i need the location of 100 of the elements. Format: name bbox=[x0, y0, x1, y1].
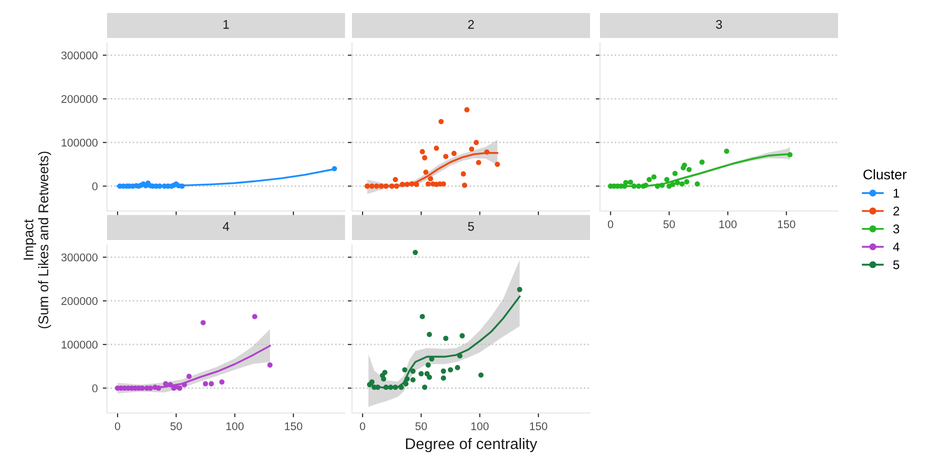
x-tick-label: 150 bbox=[778, 220, 796, 228]
x-tick-label: 150 bbox=[284, 422, 302, 430]
point bbox=[679, 181, 685, 187]
point bbox=[369, 379, 375, 385]
x-tick-label: 100 bbox=[226, 422, 244, 430]
point bbox=[392, 384, 398, 390]
point bbox=[426, 362, 431, 368]
point bbox=[410, 368, 416, 374]
chart-title: 5 bbox=[468, 222, 474, 231]
point bbox=[484, 149, 490, 155]
point bbox=[423, 170, 428, 175]
point bbox=[628, 180, 634, 185]
point bbox=[403, 381, 409, 386]
point bbox=[660, 182, 665, 188]
chart-title: 1 bbox=[223, 20, 229, 29]
x-tick-label: 50 bbox=[663, 220, 675, 228]
point bbox=[364, 184, 370, 189]
x-tick-label: 0 bbox=[608, 220, 614, 228]
chart-title: 2 bbox=[468, 20, 474, 29]
legend-label: 3 bbox=[893, 224, 900, 234]
point bbox=[412, 250, 418, 256]
point bbox=[494, 162, 500, 167]
y-tick-label: 300000 bbox=[61, 253, 98, 262]
point bbox=[369, 184, 375, 189]
point bbox=[156, 386, 162, 391]
point bbox=[440, 375, 446, 381]
point bbox=[686, 166, 692, 172]
point bbox=[699, 160, 705, 165]
point bbox=[392, 176, 398, 182]
point bbox=[177, 386, 182, 391]
y-axis-title: Impact (Sum of Likes and Retweets) bbox=[24, 152, 52, 328]
point bbox=[443, 336, 448, 341]
point bbox=[382, 370, 388, 376]
y-tick-label: 200000 bbox=[61, 95, 98, 103]
point bbox=[208, 381, 214, 386]
point bbox=[517, 286, 522, 292]
point bbox=[460, 171, 466, 177]
point bbox=[457, 353, 462, 358]
point bbox=[163, 381, 168, 386]
point bbox=[414, 182, 420, 187]
point bbox=[374, 184, 380, 189]
point bbox=[332, 166, 338, 172]
point bbox=[422, 155, 428, 160]
point bbox=[694, 181, 700, 187]
point bbox=[383, 184, 389, 189]
x-tick-label: 100 bbox=[471, 422, 489, 430]
point bbox=[787, 152, 793, 158]
point bbox=[670, 182, 676, 187]
y-tick-label: 0 bbox=[92, 384, 98, 392]
point bbox=[651, 174, 657, 180]
point bbox=[636, 184, 642, 189]
point bbox=[182, 382, 187, 388]
point bbox=[682, 162, 688, 168]
point bbox=[409, 181, 414, 187]
point bbox=[426, 332, 432, 338]
legend-title: Cluster bbox=[863, 169, 907, 180]
point bbox=[400, 182, 406, 187]
point bbox=[664, 176, 670, 182]
point bbox=[422, 384, 428, 390]
point bbox=[410, 377, 416, 382]
point bbox=[438, 118, 444, 124]
y-tick-label: 0 bbox=[92, 182, 98, 190]
point bbox=[219, 379, 224, 385]
point bbox=[462, 182, 468, 188]
x-tick-label: 50 bbox=[415, 422, 427, 430]
point bbox=[404, 182, 410, 187]
point bbox=[402, 367, 408, 372]
y-tick-label: 200000 bbox=[61, 297, 98, 305]
point bbox=[643, 182, 648, 188]
chart-title: 4 bbox=[222, 222, 230, 231]
x-axis-title: Degree of centrality bbox=[406, 438, 538, 452]
point bbox=[428, 176, 434, 182]
point bbox=[674, 180, 680, 186]
point bbox=[451, 150, 457, 156]
point bbox=[378, 184, 384, 189]
point bbox=[200, 320, 206, 326]
legend-label: 5 bbox=[893, 260, 900, 270]
x-tick-label: 0 bbox=[360, 422, 366, 430]
point bbox=[724, 148, 730, 154]
point bbox=[460, 333, 465, 338]
point bbox=[464, 107, 470, 112]
x-tick-label: 100 bbox=[719, 220, 737, 228]
point bbox=[448, 367, 454, 372]
point bbox=[398, 384, 404, 390]
point bbox=[478, 372, 484, 378]
point bbox=[631, 184, 637, 189]
legend-label: 1 bbox=[894, 188, 900, 198]
point bbox=[389, 184, 394, 189]
point bbox=[388, 384, 394, 390]
legend-label: 2 bbox=[893, 206, 900, 216]
point bbox=[404, 376, 410, 382]
point bbox=[623, 180, 628, 186]
point bbox=[420, 314, 425, 320]
point bbox=[252, 314, 258, 320]
point bbox=[381, 376, 386, 382]
y-tick-label: 100000 bbox=[62, 340, 98, 349]
legend-label: 4 bbox=[893, 242, 900, 252]
point bbox=[440, 368, 446, 374]
point bbox=[426, 181, 431, 187]
x-tick-label: 0 bbox=[114, 422, 120, 430]
